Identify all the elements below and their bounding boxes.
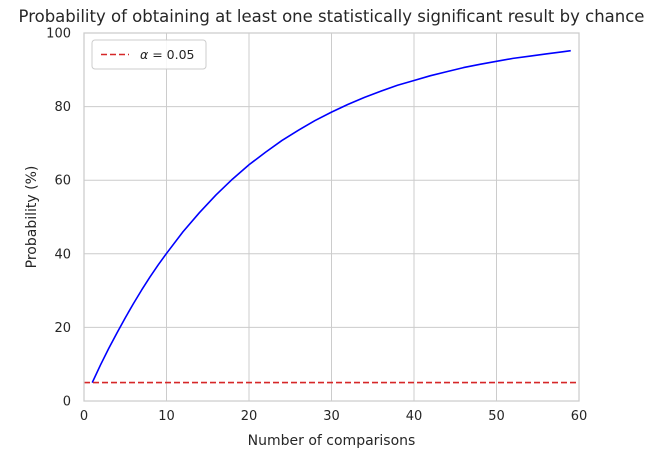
y-tick-label: 100	[46, 27, 71, 42]
legend-alpha-value: = 0.05	[148, 47, 194, 62]
grid	[83, 32, 580, 402]
y-tick-label: 60	[54, 174, 71, 189]
plot-area	[84, 49, 579, 384]
x-tick-label: 0	[80, 409, 88, 424]
legend: α = 0.05	[91, 39, 207, 70]
legend-label-alpha: α = 0.05	[140, 47, 195, 62]
legend-alpha-symbol: α	[140, 47, 149, 62]
plot-frame	[83, 32, 580, 402]
y-axis-ticks: 0 20 40 60 80 100	[46, 27, 71, 410]
x-tick-label: 20	[241, 409, 258, 424]
y-tick-label: 80	[54, 100, 71, 115]
x-axis-ticks: 0 10 20 30 40 50 60	[80, 409, 587, 424]
y-tick-label: 40	[54, 247, 71, 262]
x-tick-label: 40	[406, 409, 423, 424]
probability-curve	[91, 49, 571, 383]
chart-title: Probability of obtaining at least one st…	[19, 7, 645, 26]
x-axis-label: Number of comparisons	[248, 433, 416, 449]
y-tick-label: 20	[54, 321, 71, 336]
y-tick-label: 0	[63, 395, 71, 410]
y-axis-label: Probability (%)	[24, 166, 40, 269]
x-tick-label: 10	[158, 409, 175, 424]
x-tick-label: 60	[571, 409, 588, 424]
legend-box	[91, 39, 207, 70]
x-tick-label: 50	[488, 409, 505, 424]
x-tick-label: 30	[323, 409, 340, 424]
